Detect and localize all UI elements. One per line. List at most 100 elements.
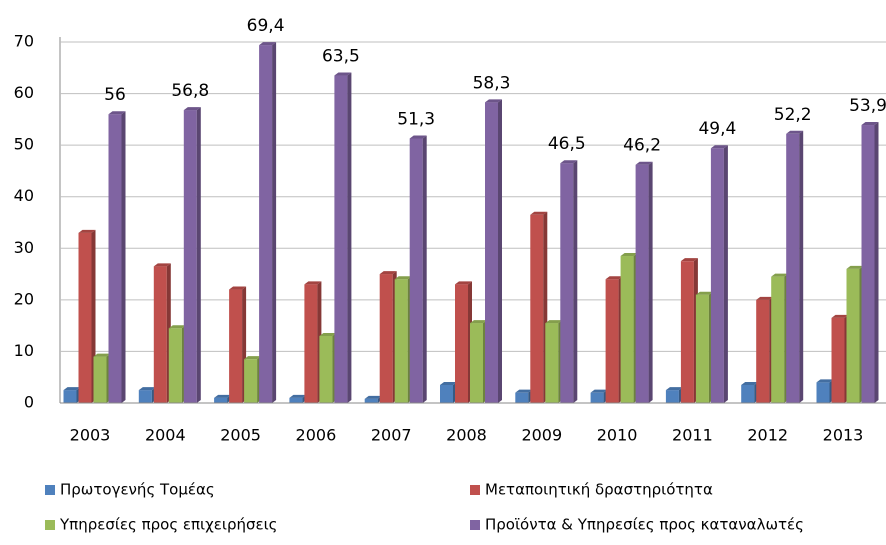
bar (771, 276, 785, 403)
x-tick-label: 2005 (220, 426, 261, 445)
bar-top (289, 394, 307, 398)
bar-top (334, 72, 352, 76)
bar (786, 133, 800, 403)
bar (93, 356, 107, 403)
bar-top (605, 276, 623, 280)
bar (816, 382, 830, 403)
bar-top (861, 122, 879, 126)
bar-top (665, 387, 683, 391)
bar (78, 232, 92, 403)
bar (364, 398, 378, 403)
bar (515, 392, 529, 403)
legend-swatch (470, 520, 480, 530)
bar-top (710, 145, 728, 149)
bar-side (422, 135, 427, 403)
bar-top (831, 314, 849, 318)
bar (695, 294, 709, 403)
bar-top (379, 271, 397, 275)
x-tick-label: 2010 (597, 426, 638, 445)
legend-label: Πρωτογενής Τομέας (60, 481, 215, 499)
bar-top (63, 387, 81, 391)
bar-top (771, 273, 789, 277)
bar (259, 45, 273, 403)
bar (409, 138, 423, 403)
bar-top (244, 356, 262, 360)
bar (379, 274, 393, 403)
bar-top (214, 394, 232, 398)
bar (304, 284, 318, 403)
bar (846, 268, 860, 403)
y-tick-label: 70 (14, 32, 34, 51)
bar (334, 75, 348, 404)
bar (680, 261, 694, 403)
value-label: 46,2 (623, 136, 661, 156)
bar-top (695, 291, 713, 295)
y-tick-label: 0 (24, 393, 34, 412)
x-tick-label: 2004 (145, 426, 186, 445)
bar-top (153, 263, 171, 267)
bar (319, 335, 333, 403)
bar (485, 102, 498, 404)
legend-label: Μεταποιητική δραστηριότητα (485, 481, 713, 499)
value-label: 53,9 (849, 96, 886, 116)
bar-top (409, 135, 427, 139)
bar (440, 384, 453, 403)
bar (244, 359, 258, 403)
x-tick-label: 2007 (371, 426, 412, 445)
bar-top (560, 160, 578, 164)
bar-side (799, 130, 804, 403)
bar-top (756, 296, 774, 300)
bar-top (455, 281, 472, 285)
y-tick-label: 50 (14, 135, 34, 154)
bar-top (304, 281, 322, 285)
bar-top (545, 320, 563, 324)
bar-top (319, 332, 337, 336)
bar-top (93, 353, 111, 357)
bar (289, 397, 303, 403)
bar (756, 299, 770, 403)
bar (665, 390, 679, 403)
y-tick-label: 40 (14, 186, 34, 205)
bar-top (168, 325, 186, 329)
bar-side (874, 122, 879, 403)
bar (214, 397, 228, 403)
bar-top (259, 42, 277, 46)
bar (861, 125, 875, 403)
bar (530, 214, 544, 403)
bar (183, 110, 197, 404)
bar (138, 390, 152, 403)
bar-side (573, 160, 578, 403)
bar-top (138, 387, 156, 391)
y-tick-label: 30 (14, 238, 34, 257)
bar (394, 279, 408, 403)
bar (153, 266, 167, 403)
legend-label: Προϊόντα & Υπηρεσίες προς καταναλωτές (485, 516, 804, 534)
bar-top (816, 379, 834, 383)
y-tick-label: 60 (14, 83, 34, 102)
bar-top (108, 111, 126, 115)
bar-top (590, 389, 608, 393)
bar-top (846, 265, 864, 269)
bar (831, 317, 845, 403)
value-label: 49,4 (698, 119, 736, 139)
bar (635, 164, 649, 403)
bar (63, 390, 77, 403)
bar-top (530, 211, 548, 215)
legend-swatch (45, 520, 55, 530)
bar (710, 148, 724, 403)
x-tick-label: 2011 (672, 426, 713, 445)
bar (108, 114, 122, 403)
bar-side (498, 99, 502, 404)
bar-top (635, 161, 653, 165)
bar (590, 392, 604, 403)
bar (620, 256, 634, 403)
bar-side (272, 42, 277, 403)
value-label: 52,2 (774, 105, 812, 125)
bar-top (485, 99, 502, 103)
value-label: 58,3 (473, 73, 511, 93)
x-tick-label: 2013 (823, 426, 864, 445)
value-label: 51,3 (397, 109, 435, 129)
y-tick-label: 20 (14, 289, 34, 308)
value-label: 56,8 (171, 81, 209, 101)
